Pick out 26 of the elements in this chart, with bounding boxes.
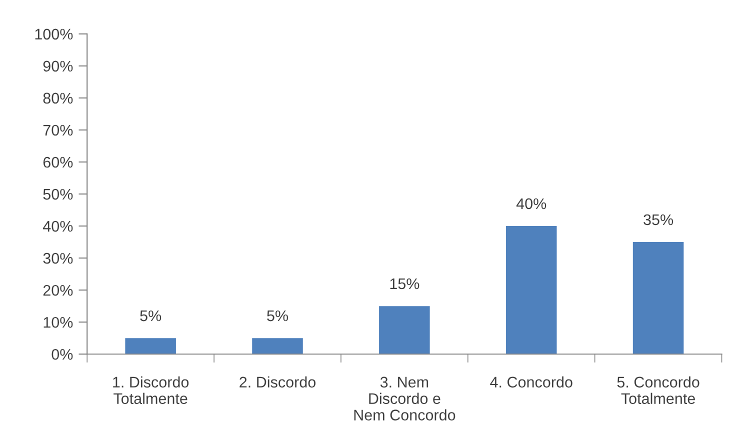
data-label: 15% bbox=[390, 278, 420, 290]
y-tick-label: 40% bbox=[42, 220, 73, 232]
y-tick-label: 50% bbox=[43, 188, 73, 200]
data-label: 35% bbox=[644, 214, 674, 226]
y-tick-label: 30% bbox=[43, 252, 73, 264]
x-tick-label: 5. Concordo Totalmente bbox=[617, 376, 700, 404]
x-tick-label: 3. Nem Discordo e Nem Concordo bbox=[354, 376, 456, 420]
x-tick-label: 4. Concordo bbox=[490, 376, 572, 388]
y-tick-label: 100% bbox=[35, 28, 73, 40]
y-tick-label: 80% bbox=[43, 92, 73, 104]
data-label: 5% bbox=[140, 310, 162, 322]
bar bbox=[125, 338, 176, 354]
y-tick-label: 60% bbox=[43, 156, 73, 168]
y-tick-label: 90% bbox=[43, 60, 73, 72]
bar bbox=[379, 306, 430, 354]
y-tick-label: 10% bbox=[44, 316, 73, 328]
y-tick-label: 70% bbox=[43, 124, 73, 136]
bar bbox=[506, 226, 557, 354]
data-label: 5% bbox=[267, 310, 288, 322]
bar bbox=[252, 338, 303, 354]
x-tick-label: 2. Discordo bbox=[240, 376, 316, 388]
y-tick-label: 20% bbox=[43, 284, 73, 296]
data-label: 40% bbox=[516, 198, 546, 210]
x-tick-label: 1. Discordo Totalmente bbox=[113, 376, 189, 404]
y-tick-label: 0% bbox=[52, 348, 73, 360]
bar bbox=[632, 242, 684, 354]
